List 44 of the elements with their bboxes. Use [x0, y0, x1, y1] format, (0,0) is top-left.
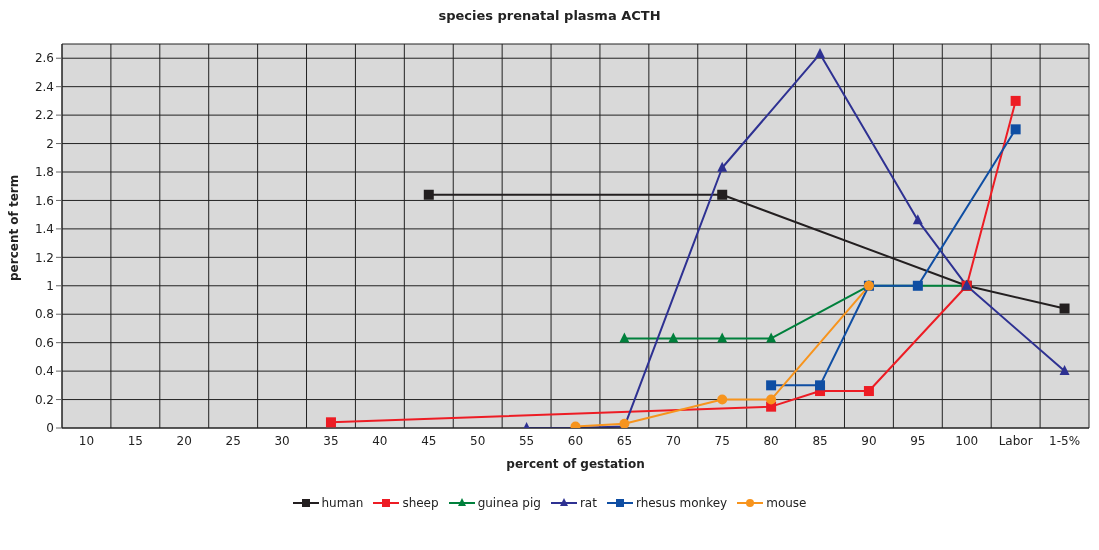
x-axis-title: percent of gestation: [506, 457, 645, 471]
y-tick-label: 0.4: [34, 364, 54, 379]
x-tick-label: 15: [127, 433, 143, 448]
x-tick-label: 20: [176, 433, 192, 448]
y-tick-label: 0: [46, 421, 54, 436]
x-tick-label: 70: [665, 433, 681, 448]
y-tick-label: 2.2: [34, 108, 54, 123]
x-tick-label: 45: [421, 433, 437, 448]
y-tick-label: 2.6: [34, 51, 54, 66]
y-tick-label: 0.8: [34, 307, 54, 322]
x-tick-label: 100: [955, 433, 979, 448]
y-tick-label: 0.6: [34, 335, 54, 350]
y-tick-label: 2.4: [34, 79, 54, 94]
x-tick-label: 75: [714, 433, 730, 448]
x-tick-label: 60: [567, 433, 584, 448]
x-tick-label: Labor: [998, 433, 1033, 448]
x-tick-label: 65: [616, 433, 633, 448]
x-tick-label: 1-5%: [1049, 433, 1081, 448]
y-axis-title: percent of term: [7, 174, 22, 281]
y-tick-label: 1.6: [34, 193, 54, 208]
legend-label: mouse: [765, 496, 807, 510]
y-tick-label: 2: [46, 136, 54, 151]
x-tick-label: 95: [910, 433, 926, 448]
x-tick-label: 50: [470, 433, 486, 448]
legend-label: rat: [578, 496, 597, 510]
y-tick-label: 1.4: [34, 222, 54, 237]
x-tick-label: 30: [274, 433, 290, 448]
legend-label: human: [320, 496, 364, 510]
x-tick-label: 35: [323, 433, 339, 448]
chart-title: species prenatal plasma ACTH: [437, 8, 662, 25]
y-tick-label: 1.2: [34, 250, 54, 265]
x-tick-label: 55: [518, 433, 535, 448]
legend-label: guinea pig: [476, 496, 541, 510]
y-tick-label: 1.8: [34, 165, 54, 180]
x-tick-label: 90: [861, 433, 877, 448]
x-tick-label: 85: [812, 433, 828, 448]
y-tick-label: 0.2: [34, 392, 54, 407]
x-tick-label: 10: [78, 433, 95, 448]
y-tick-label: 1: [46, 279, 54, 294]
x-tick-label: 40: [372, 433, 388, 448]
x-tick-label: 80: [763, 433, 779, 448]
legend-label: sheep: [401, 496, 439, 510]
x-tick-label: 25: [225, 433, 241, 448]
legend-label: rhesus monkey: [634, 496, 728, 510]
